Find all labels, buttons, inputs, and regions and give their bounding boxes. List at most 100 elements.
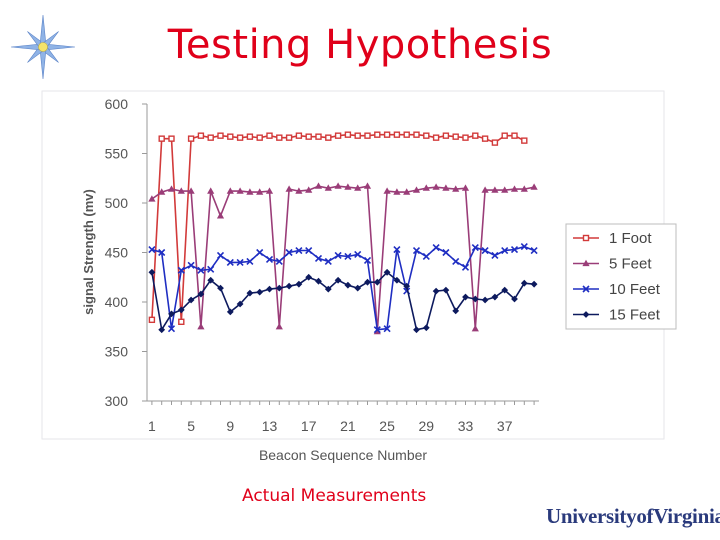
- data-point-1-foot: [236, 134, 244, 141]
- data-point-1-foot: [383, 131, 391, 138]
- data-point-1-foot: [521, 137, 528, 144]
- data-point-1-foot: [472, 132, 479, 139]
- data-point-10-feet: [158, 248, 166, 257]
- data-point-15-feet: [217, 284, 224, 292]
- x-tick-label: 37: [497, 418, 513, 434]
- data-point-10-feet: [295, 246, 303, 255]
- data-point-15-feet: [334, 276, 342, 284]
- data-point-15-feet: [364, 278, 371, 286]
- data-point-15-feet: [354, 284, 362, 292]
- data-point-5-feet: [334, 182, 342, 189]
- data-point-10-feet: [422, 252, 430, 261]
- x-tick-label: 25: [379, 418, 395, 434]
- data-point-1-foot: [442, 132, 450, 139]
- data-point-10-feet: [442, 248, 450, 257]
- data-point-1-foot: [354, 132, 361, 139]
- data-point-5-feet: [530, 183, 538, 190]
- data-point-10-feet: [305, 246, 313, 255]
- series-1-foot: [148, 131, 528, 325]
- legend-label: 1 Foot: [609, 230, 652, 247]
- data-point-15-feet: [403, 282, 411, 290]
- y-tick-label: 350: [105, 344, 129, 360]
- data-point-1-foot: [491, 139, 499, 146]
- data-point-5-feet: [256, 188, 264, 195]
- data-point-1-foot: [374, 131, 381, 138]
- y-tick-label: 600: [105, 96, 129, 112]
- series-line-15-feet: [151, 271, 535, 332]
- data-point-1-foot: [403, 131, 410, 138]
- data-point-1-foot: [148, 316, 156, 324]
- data-point-15-feet: [413, 326, 420, 334]
- series-15-feet: [148, 268, 538, 334]
- data-point-1-foot: [197, 132, 205, 139]
- data-point-10-feet: [452, 257, 460, 265]
- data-point-15-feet: [177, 306, 185, 314]
- y-tick-label: 450: [105, 245, 129, 261]
- data-point-10-feet: [324, 257, 332, 265]
- data-point-10-feet: [207, 265, 215, 273]
- y-axis-label: signal Strength (mv): [81, 189, 96, 315]
- legend-marker: [582, 234, 590, 242]
- y-tick-label: 500: [105, 195, 129, 211]
- data-point-5-feet: [265, 187, 274, 194]
- data-point-15-feet: [158, 326, 166, 334]
- blue-star-icon: [10, 14, 76, 80]
- data-point-15-feet: [315, 277, 322, 285]
- data-point-10-feet: [246, 257, 254, 265]
- x-tick-label: 29: [419, 418, 435, 434]
- legend-marker: [582, 311, 590, 318]
- data-point-15-feet: [491, 293, 499, 301]
- data-point-15-feet: [393, 276, 401, 284]
- data-point-10-feet: [373, 326, 381, 334]
- data-point-1-foot: [413, 131, 420, 138]
- series-line-5-feet: [151, 185, 535, 332]
- data-point-15-feet: [324, 285, 332, 293]
- data-point-10-feet: [501, 246, 509, 255]
- star-center: [38, 42, 48, 52]
- data-point-15-feet: [226, 308, 234, 316]
- data-point-10-feet: [491, 251, 499, 260]
- data-point-1-foot: [305, 133, 312, 140]
- data-point-1-foot: [256, 134, 263, 141]
- legend-label: 5 Feet: [609, 256, 652, 273]
- data-point-1-foot: [207, 134, 214, 141]
- data-point-10-feet: [236, 258, 244, 266]
- data-point-5-feet: [207, 187, 215, 194]
- data-point-10-feet: [314, 254, 323, 263]
- x-tick-label: 1: [148, 418, 156, 434]
- legend-marker: [582, 259, 590, 267]
- series-line-10-feet: [151, 245, 535, 331]
- data-point-5-feet: [285, 185, 293, 192]
- data-point-5-feet: [295, 187, 303, 194]
- data-point-5-feet: [383, 187, 391, 194]
- series-10-feet: [148, 242, 538, 334]
- data-point-5-feet: [177, 187, 185, 194]
- data-point-5-feet: [471, 324, 479, 332]
- data-point-5-feet: [461, 184, 470, 191]
- data-point-15-feet: [432, 287, 440, 295]
- data-point-10-feet: [265, 255, 274, 263]
- data-point-5-feet: [412, 186, 421, 193]
- data-point-15-feet: [442, 286, 450, 294]
- data-point-1-foot: [452, 133, 459, 140]
- data-point-5-feet: [501, 186, 509, 193]
- x-tick-label: 33: [458, 418, 474, 434]
- data-point-10-feet: [471, 243, 479, 252]
- data-point-10-feet: [412, 246, 421, 255]
- x-tick-label: 21: [340, 418, 356, 434]
- data-point-10-feet: [520, 242, 528, 251]
- data-point-1-foot: [285, 134, 293, 141]
- data-point-5-feet: [432, 183, 440, 190]
- data-point-1-foot: [276, 134, 283, 141]
- legend-label: 15 Feet: [609, 307, 661, 324]
- legend-marker: [582, 285, 590, 293]
- data-point-15-feet: [275, 284, 283, 292]
- data-point-5-feet: [491, 186, 499, 193]
- data-point-15-feet: [148, 268, 156, 276]
- legend-label: 10 Feet: [609, 281, 661, 298]
- data-point-1-foot: [246, 133, 254, 140]
- data-point-10-feet: [148, 245, 156, 254]
- data-point-5-feet: [305, 186, 313, 193]
- data-point-15-feet: [256, 288, 264, 296]
